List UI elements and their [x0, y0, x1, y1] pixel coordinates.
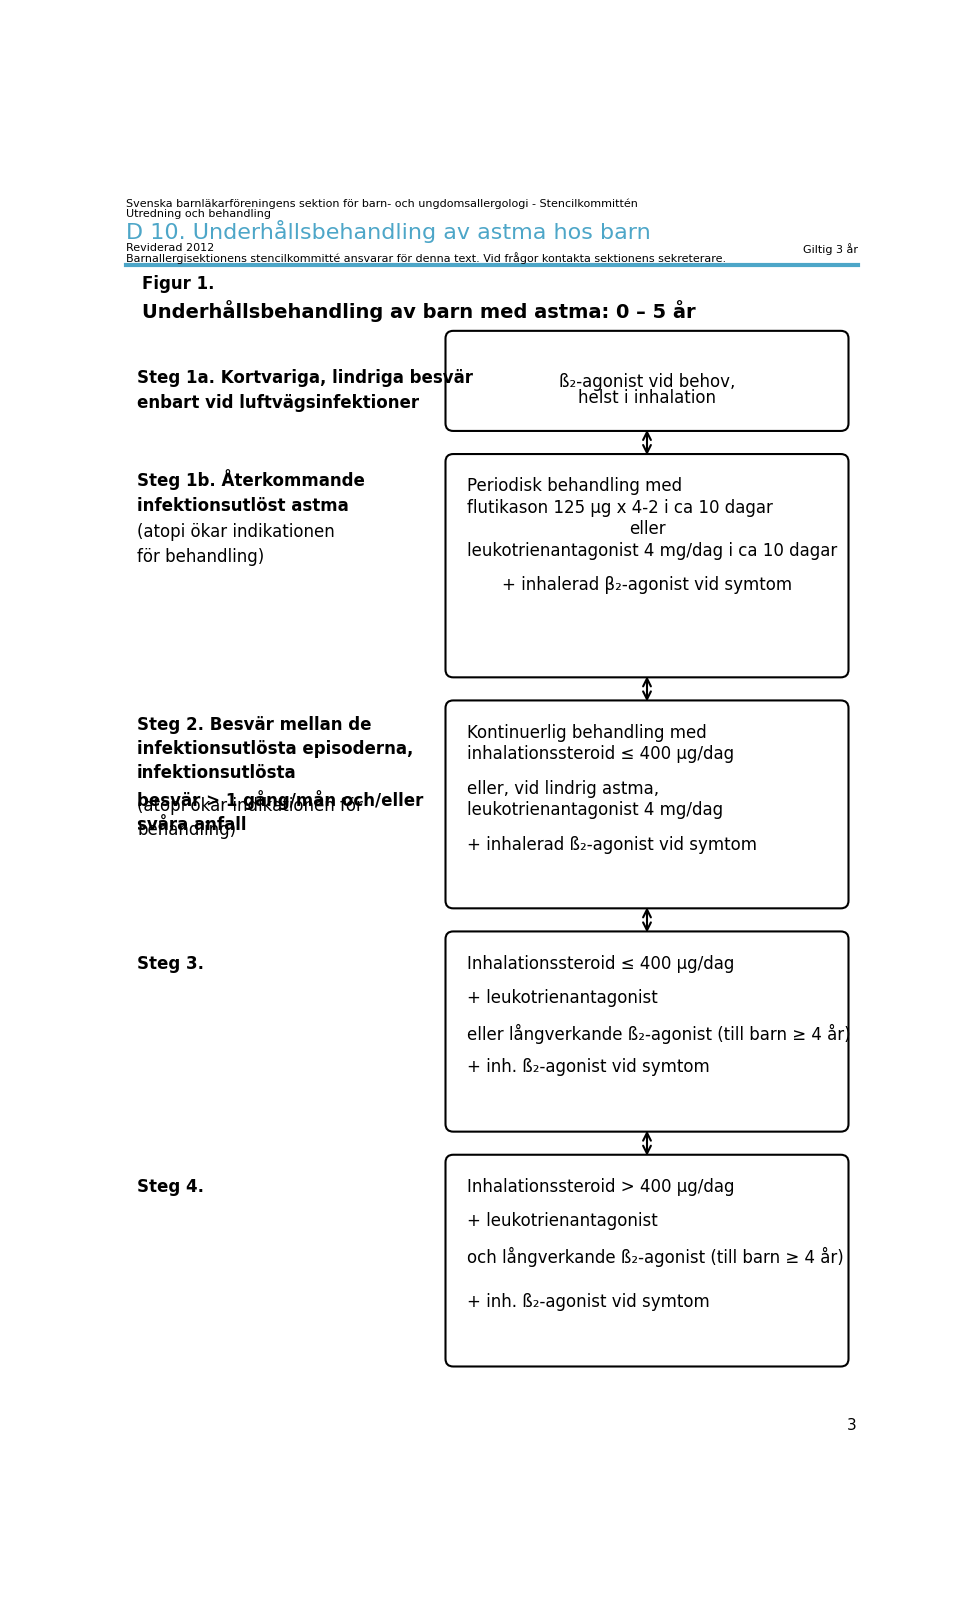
Text: leukotrienantagonist 4 mg/dag: leukotrienantagonist 4 mg/dag: [468, 801, 723, 819]
Text: Utredning och behandling: Utredning och behandling: [126, 210, 271, 219]
Text: Steg 1a. Kortvariga, lindriga besvär
enbart vid luftvägsinfektioner: Steg 1a. Kortvariga, lindriga besvär enb…: [137, 370, 473, 412]
Text: Giltig 3 år: Giltig 3 år: [803, 244, 858, 255]
Text: + inhalerad β₂-agonist vid symtom: + inhalerad β₂-agonist vid symtom: [502, 577, 792, 594]
FancyBboxPatch shape: [445, 453, 849, 678]
FancyBboxPatch shape: [445, 332, 849, 431]
Text: Barnallergisektionens stencilkommitté ansvarar för denna text. Vid frågor kontak: Barnallergisektionens stencilkommitté an…: [126, 252, 727, 264]
Text: + leukotrienantagonist: + leukotrienantagonist: [468, 1213, 658, 1230]
Text: Figur 1.: Figur 1.: [142, 276, 214, 293]
Text: + inhalerad ß₂-agonist vid symtom: + inhalerad ß₂-agonist vid symtom: [468, 836, 757, 854]
Text: helst i inhalation: helst i inhalation: [578, 389, 716, 407]
FancyBboxPatch shape: [445, 700, 849, 908]
Text: eller: eller: [629, 521, 665, 538]
FancyBboxPatch shape: [445, 931, 849, 1131]
FancyBboxPatch shape: [445, 1155, 849, 1367]
Text: Inhalationssteroid ≤ 400 μg/dag: Inhalationssteroid ≤ 400 μg/dag: [468, 955, 734, 972]
Text: D 10. Underhållsbehandling av astma hos barn: D 10. Underhållsbehandling av astma hos …: [126, 219, 651, 244]
Text: + inh. ß₂-agonist vid symtom: + inh. ß₂-agonist vid symtom: [468, 1059, 710, 1077]
Text: Periodisk behandling med: Periodisk behandling med: [468, 477, 683, 495]
Text: ß₂-agonist vid behov,: ß₂-agonist vid behov,: [559, 373, 735, 391]
Text: eller, vid lindrig astma,: eller, vid lindrig astma,: [468, 780, 660, 798]
Text: Inhalationssteroid > 400 μg/dag: Inhalationssteroid > 400 μg/dag: [468, 1177, 734, 1195]
Text: Steg 2. Besvär mellan de
infektionsutlösta episoderna,
infektionsutlösta
besvär : Steg 2. Besvär mellan de infektionsutlös…: [137, 716, 423, 835]
Text: Steg 1b. Återkommande
infektionsutlöst astma: Steg 1b. Återkommande infektionsutlöst a…: [137, 469, 365, 516]
Text: flutikason 125 μg x 4-2 i ca 10 dagar: flutikason 125 μg x 4-2 i ca 10 dagar: [468, 498, 773, 517]
Text: Reviderad 2012: Reviderad 2012: [126, 244, 214, 253]
Text: Underhållsbehandling av barn med astma: 0 – 5 år: Underhållsbehandling av barn med astma: …: [142, 300, 695, 322]
Text: inhalationssteroid ≤ 400 μg/dag: inhalationssteroid ≤ 400 μg/dag: [468, 745, 734, 763]
Text: (atopi ökar indikationen
för behandling): (atopi ökar indikationen för behandling): [137, 524, 335, 567]
Text: Svenska barnläkarföreningens sektion för barn- och ungdomsallergologi - Stencilk: Svenska barnläkarföreningens sektion för…: [126, 199, 638, 208]
Text: Steg 4.: Steg 4.: [137, 1177, 204, 1195]
Text: 3: 3: [847, 1418, 856, 1434]
Text: (atopi ökar indikationen för
behandling): (atopi ökar indikationen för behandling): [137, 796, 363, 839]
Text: och långverkande ß₂-agonist (till barn ≥ 4 år): och långverkande ß₂-agonist (till barn ≥…: [468, 1246, 844, 1267]
Text: leukotrienantagonist 4 mg/dag i ca 10 dagar: leukotrienantagonist 4 mg/dag i ca 10 da…: [468, 541, 837, 559]
Text: Kontinuerlig behandling med: Kontinuerlig behandling med: [468, 724, 707, 742]
Text: Steg 3.: Steg 3.: [137, 955, 204, 972]
Text: + inh. ß₂-agonist vid symtom: + inh. ß₂-agonist vid symtom: [468, 1293, 710, 1312]
Text: eller långverkande ß₂-agonist (till barn ≥ 4 år): eller långverkande ß₂-agonist (till barn…: [468, 1024, 851, 1045]
Text: + leukotrienantagonist: + leukotrienantagonist: [468, 988, 658, 1008]
